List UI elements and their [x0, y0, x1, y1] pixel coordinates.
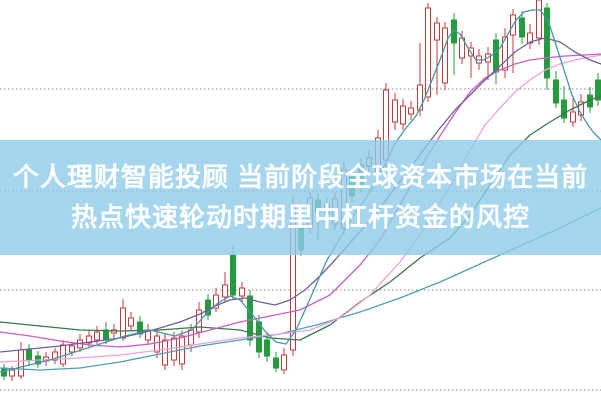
- headline-line-1: 个人理财智能投顾 当前阶段全球资本市场在当前: [12, 161, 589, 192]
- headline-line-2: 热点快速轮动时期里中杠杆资金的风控: [70, 202, 530, 232]
- headline-overlay: 个人理财智能投顾 当前阶段全球资本市场在当前 热点快速轮动时期里中杠杆资金的风控: [0, 140, 601, 255]
